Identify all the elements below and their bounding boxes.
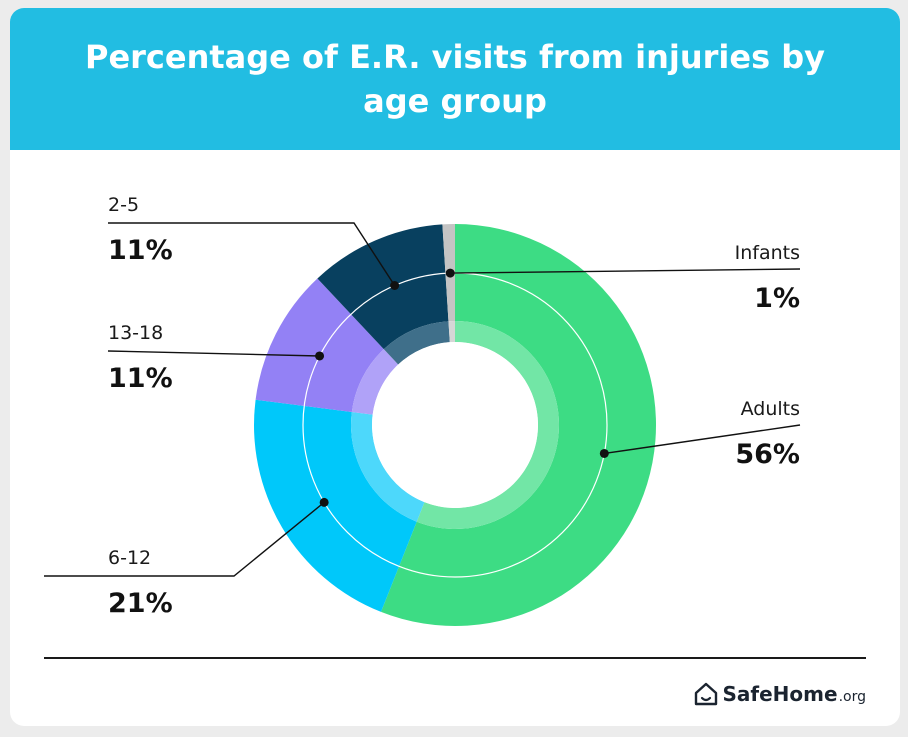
brand-name: SafeHome — [722, 682, 838, 706]
value-6-12: 21% — [108, 588, 173, 619]
label-13-18: 13-18 — [108, 322, 163, 344]
inner-slice-6-12 — [351, 411, 425, 522]
donut-inner-ring — [351, 321, 559, 529]
infographic-card: Percentage of E.R. visits from injuries … — [10, 8, 900, 726]
callout-dot-13-18 — [315, 351, 325, 361]
inner-slice-2-5 — [383, 321, 450, 365]
label-adults: Adults — [741, 398, 800, 420]
title-banner: Percentage of E.R. visits from injuries … — [10, 8, 900, 150]
label-2-5: 2-5 — [108, 194, 139, 216]
brand-tld: .org — [838, 689, 866, 705]
value-adults: 56% — [735, 439, 800, 470]
label-6-12: 6-12 — [108, 547, 151, 569]
slice-2-5 — [317, 224, 449, 350]
callout-dot-6-12 — [319, 497, 329, 507]
slice-adults — [381, 224, 656, 626]
donut-hole — [372, 342, 538, 508]
brand-logo[interactable]: SafeHome .org — [693, 680, 866, 708]
callout-dot-adults — [599, 448, 609, 458]
value-infants: 1% — [754, 283, 800, 314]
footer-divider — [44, 657, 866, 659]
callouts: Adults 56% 6-12 21% 13-18 11% 2-5 11% Infants 1% — [44, 194, 801, 619]
callout-line-infants — [450, 268, 801, 274]
house-icon — [694, 682, 717, 706]
label-infants: Infants — [735, 242, 800, 264]
callout-line-6-12 — [44, 501, 325, 577]
slice-13-18 — [255, 278, 384, 412]
donut-chart: Adults 56% 6-12 21% 13-18 11% 2-5 11% Infants 1% — [44, 194, 801, 626]
donut-slices — [253, 224, 656, 626]
callout-dot-2-5 — [390, 281, 400, 291]
value-13-18: 11% — [108, 363, 173, 394]
inner-slice-infants — [448, 321, 455, 343]
chart-title: Percentage of E.R. visits from injuries … — [84, 38, 826, 120]
inner-slice-adults — [416, 321, 559, 529]
value-2-5: 11% — [108, 235, 173, 266]
slice-6-12 — [253, 399, 417, 612]
callout-line-2-5 — [108, 222, 396, 286]
callout-dot-infants — [445, 268, 455, 278]
callout-line-13-18 — [107, 350, 320, 357]
inner-slice-13-18 — [351, 349, 399, 415]
callout-line-adults — [604, 424, 801, 455]
